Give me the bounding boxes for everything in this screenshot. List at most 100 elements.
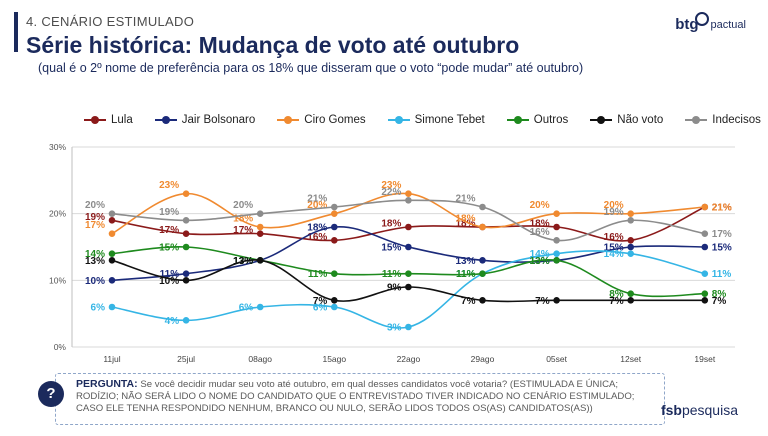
data-point-nao-voto: [553, 297, 560, 304]
data-label-jair-bolsonaro: 11%: [160, 269, 180, 280]
data-label-lula: 16%: [604, 232, 624, 243]
data-point-indecisos: [627, 217, 634, 224]
y-tick-label: 20%: [49, 209, 66, 219]
data-label-nao-voto: 7%: [609, 296, 624, 307]
data-point-indecisos: [405, 197, 412, 204]
brand-logo-part2: pactual: [710, 18, 746, 31]
data-point-lula: [108, 217, 116, 224]
data-label-jair-bolsonaro: 18%: [307, 223, 327, 234]
legend-item-ciro-gomes: Ciro Gomes: [277, 114, 366, 126]
legend-label: Jair Bolsonaro: [181, 114, 256, 126]
data-point-ciro-gomes: [182, 190, 190, 197]
data-point-nao-voto: [256, 257, 264, 264]
x-tick-label: 08ago: [248, 354, 272, 364]
data-label-simone-tebet: 6%: [239, 303, 254, 314]
page-subtitle: (qual é o 2º nome de preferência para os…: [38, 61, 584, 75]
brand-logo: btg pactual: [675, 11, 746, 33]
data-label-jair-bolsonaro: 15%: [712, 243, 732, 254]
footer-logo-part2: pesquisa: [681, 402, 738, 418]
data-label-lula: 18%: [455, 219, 475, 230]
data-point-jair-bolsonaro: [701, 243, 709, 251]
data-point-outros: [479, 270, 486, 277]
legend-marker: [84, 116, 106, 124]
data-label-simone-tebet: 6%: [91, 303, 106, 314]
data-label-ciro-gomes: 17%: [85, 220, 105, 231]
series-ciro-gomes: 17%23%18%20%23%18%20% 20% 21%: [85, 180, 732, 237]
data-label-indecisos: 20%: [85, 200, 105, 211]
data-point-jair-bolsonaro: [182, 270, 190, 277]
data-point-nao-voto: [479, 297, 486, 304]
data-point-outros: [405, 270, 412, 277]
series-indecisos: 20%19%20%21%22%21%16%19%17%: [85, 187, 732, 244]
data-label-jair-bolsonaro: 13%: [455, 256, 475, 267]
data-label-outros: 11%: [456, 269, 476, 280]
series-nao-voto: 13% 10% 13% 7% 9% 7% 7% 7% 7%: [85, 256, 726, 307]
data-label-lula: 18%: [530, 219, 550, 230]
legend-marker: [154, 116, 177, 124]
data-point-simone-tebet: [331, 303, 338, 311]
data-label-ciro-gomes: 18%: [455, 214, 475, 225]
data-point-indecisos: [256, 210, 264, 217]
legend-item-indecisos: Indecisos: [685, 114, 761, 126]
data-label-outros: 8%: [712, 289, 727, 300]
section-label: 4. CENÁRIO ESTIMULADO: [26, 14, 195, 29]
x-tick-label: 15ago: [322, 354, 346, 364]
data-point-indecisos: [479, 203, 486, 211]
legend-label: Lula: [111, 114, 133, 126]
data-point-ciro-gomes: [256, 223, 264, 231]
legend-marker: [387, 116, 410, 124]
data-point-ciro-gomes: [331, 210, 338, 217]
legend-item-outros: Outros: [506, 114, 569, 126]
data-point-ciro-gomes: [405, 190, 412, 197]
data-label-nao-voto: 7%: [535, 296, 550, 307]
data-label-outros: 14%: [85, 249, 105, 260]
data-point-lula: [182, 230, 190, 237]
data-label-ciro-gomes: 20%: [604, 200, 624, 211]
legend-item-simone-tebet: Simone Tebet: [387, 114, 485, 126]
data-label-lula: 17%: [233, 225, 253, 236]
data-point-jair-bolsonaro: [479, 257, 486, 264]
data-label-ciro-gomes: 20%: [530, 200, 550, 211]
legend-label: Outros: [533, 114, 569, 126]
data-point-simone-tebet: [553, 250, 560, 257]
data-label-indecisos: 16%: [530, 227, 550, 238]
series-simone-tebet: 6% 4% 6% 6% 3% 11% 14% 14% 11%: [91, 249, 732, 333]
data-point-simone-tebet: [627, 250, 634, 257]
data-point-nao-voto: [182, 277, 190, 284]
data-label-lula: 21%: [712, 203, 732, 214]
data-point-indecisos: [553, 237, 560, 244]
data-point-nao-voto: [331, 297, 338, 304]
data-label-ciro-gomes: 20%: [307, 200, 327, 211]
data-label-simone-tebet: 3%: [387, 323, 402, 334]
data-point-outros: [108, 250, 116, 257]
data-label-simone-tebet: 6%: [313, 303, 328, 314]
series-line-nao-voto: [111, 259, 705, 303]
x-tick-label: 22ago: [397, 354, 421, 364]
data-point-simone-tebet: [405, 323, 412, 331]
data-label-ciro-gomes: 21%: [712, 203, 732, 214]
data-label-jair-bolsonaro: 10%: [85, 276, 105, 287]
data-label-nao-voto: 7%: [712, 296, 727, 307]
data-point-indecisos: [108, 210, 116, 217]
question-mark-icon: ?: [38, 381, 64, 407]
data-label-outros: 13%: [530, 256, 550, 267]
data-point-outros: [331, 270, 338, 277]
brand-logo-part1: btg: [675, 16, 699, 33]
data-label-indecisos: 20%: [233, 200, 253, 211]
data-point-jair-bolsonaro: [108, 277, 116, 284]
data-point-lula: [627, 237, 634, 244]
data-label-jair-bolsonaro: 13%: [530, 256, 550, 267]
data-point-ciro-gomes: [701, 203, 709, 211]
data-label-outros: 11%: [308, 269, 328, 280]
data-label-simone-tebet: 14%: [604, 249, 624, 260]
data-point-ciro-gomes: [627, 210, 634, 217]
legend-label: Simone Tebet: [414, 114, 485, 126]
data-label-nao-voto: 7%: [313, 296, 328, 307]
data-point-simone-tebet: [182, 317, 190, 324]
data-point-simone-tebet: [701, 270, 709, 277]
x-tick-label: 05set: [546, 354, 567, 364]
data-label-simone-tebet: 14%: [530, 249, 550, 260]
data-point-lula: [331, 237, 338, 244]
legend-label: Ciro Gomes: [304, 114, 366, 126]
